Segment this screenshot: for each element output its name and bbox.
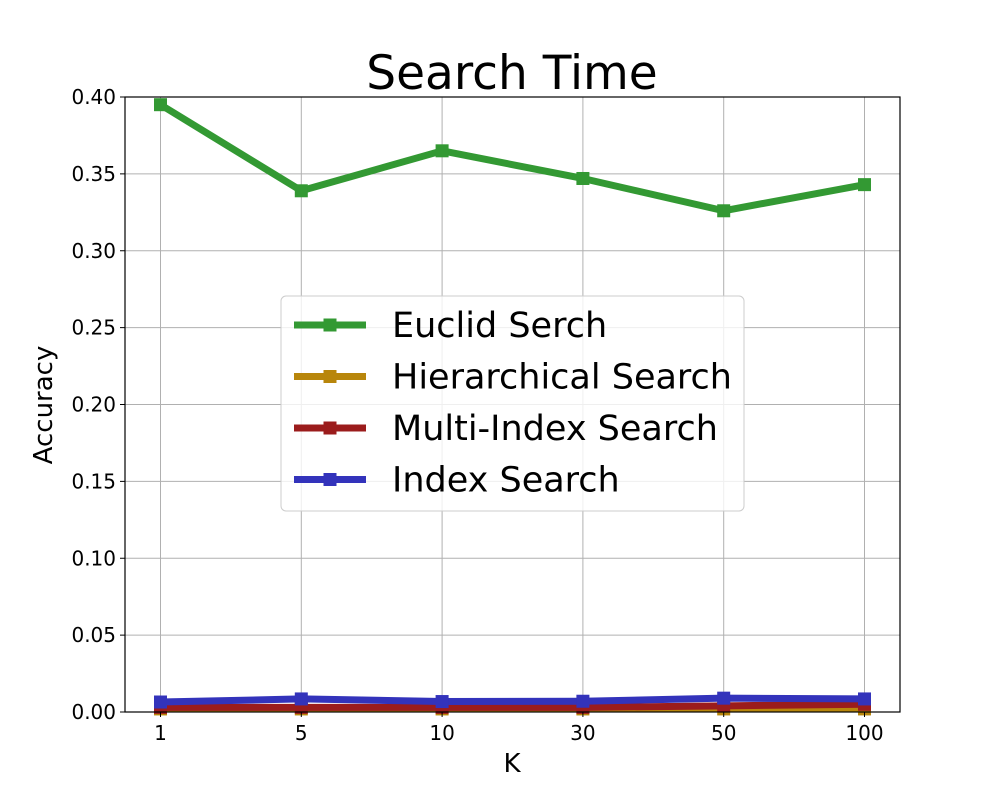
- y-axis-label: Accuracy: [29, 346, 59, 465]
- legend-label: Hierarchical Search: [392, 358, 732, 398]
- y-tick-label: 0.35: [71, 162, 116, 186]
- chart-title: Search Time: [366, 46, 657, 101]
- y-tick-label: 0.20: [71, 393, 116, 417]
- series-line: [157, 101, 868, 215]
- x-axis-label: K: [503, 749, 521, 779]
- y-tick-label: 0.00: [71, 700, 116, 724]
- x-tick-label: 5: [295, 721, 308, 745]
- series-layer: [154, 98, 871, 716]
- legend-items: Euclid Serch Hierarchical Search Multi-Ind…: [294, 306, 732, 501]
- y-tick-label: 0.25: [71, 316, 116, 340]
- x-tick-label: 1: [154, 721, 167, 745]
- legend-label: Euclid Serch: [392, 306, 607, 346]
- data-point-marker: [717, 691, 731, 705]
- data-point-marker: [154, 98, 167, 112]
- x-tick-label: 50: [711, 721, 736, 745]
- y-tick-label: 0.40: [71, 85, 116, 109]
- series-0: [154, 98, 871, 218]
- y-tick-label: 0.05: [71, 623, 116, 647]
- legend-label: Index Search: [392, 461, 620, 501]
- x-axis-ticks: 1 5 10 30 50 100: [154, 712, 884, 745]
- data-point-marker: [576, 694, 590, 708]
- data-point-marker: [294, 184, 308, 198]
- y-axis-ticks: 0.00 0.05 0.10 0.15 0.20 0.25 0.30 0.35 0.40: [71, 85, 125, 724]
- x-tick-label: 100: [845, 721, 883, 745]
- data-point-marker: [294, 692, 308, 706]
- data-point-marker: [576, 171, 590, 185]
- y-tick-label: 0.30: [71, 239, 116, 263]
- legend-marker: [323, 473, 337, 486]
- data-point-marker: [717, 204, 731, 218]
- legend-marker: [323, 421, 337, 435]
- data-point-marker: [154, 695, 167, 709]
- data-point-marker: [858, 178, 871, 192]
- data-point-marker: [858, 692, 871, 706]
- legend: Euclid Serch Hierarchical Search Multi-Ind…: [280, 295, 745, 512]
- data-point-marker: [435, 144, 449, 158]
- x-tick-label: 10: [429, 721, 454, 745]
- y-tick-label: 0.15: [71, 469, 116, 493]
- x-tick-label: 30: [570, 721, 595, 745]
- legend-marker: [323, 370, 337, 383]
- y-tick-label: 0.10: [71, 546, 116, 570]
- series-line: [157, 700, 868, 711]
- data-point-marker: [435, 695, 449, 709]
- series-3: [154, 691, 871, 709]
- series-line: [157, 694, 868, 706]
- legend-marker: [323, 318, 337, 332]
- legend-box: [280, 295, 745, 512]
- legend-label: Multi-Index Search: [392, 409, 718, 449]
